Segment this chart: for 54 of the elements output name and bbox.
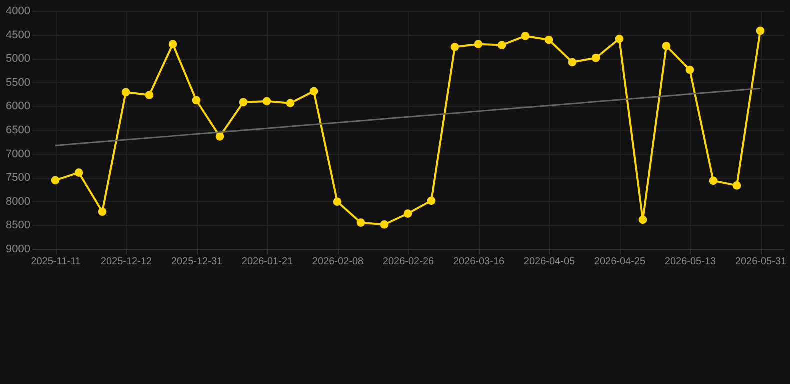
- x-tick-label: 2026-01-21: [242, 256, 294, 268]
- point: [450, 43, 460, 52]
- point: [192, 96, 201, 105]
- x-tick-label: 2026-05-13: [664, 256, 717, 268]
- point: [638, 216, 648, 224]
- point: [286, 99, 295, 108]
- point: [427, 196, 436, 206]
- point: [122, 88, 130, 97]
- y-tick-label: 6000: [6, 100, 30, 113]
- point: [380, 220, 389, 229]
- x-tick-label: 2026-04-25: [594, 256, 646, 268]
- y-tick-label: 6500: [6, 124, 30, 136]
- x-tick-label: 2026-04-05: [524, 256, 576, 268]
- x-tick-label: 2026-03-16: [453, 256, 506, 268]
- point: [51, 176, 60, 185]
- y-tick-label: 7500: [6, 172, 30, 184]
- y-tick-label: 9000: [6, 244, 30, 256]
- x-tick-label: 2026-02-08: [312, 256, 364, 268]
- point: [474, 40, 483, 48]
- point: [709, 176, 718, 186]
- point: [74, 168, 84, 178]
- x-tick-label: 2026-02-26: [382, 256, 435, 268]
- y-tick-label: 8500: [6, 220, 30, 232]
- y-tick-label: 5000: [6, 53, 30, 66]
- point: [239, 98, 248, 107]
- x-tick-label: 2025-11-11: [31, 256, 82, 268]
- y-tick-label: 8000: [6, 196, 30, 208]
- y-tick-label: 7000: [6, 148, 30, 160]
- x-tick-label: 2025-12-12: [100, 256, 153, 268]
- y-tick-label: 4000: [6, 6, 30, 18]
- y-tick-label: 5500: [6, 76, 30, 89]
- point: [98, 208, 107, 216]
- point: [356, 218, 366, 227]
- y-tick-label: 4500: [6, 29, 30, 42]
- point: [662, 42, 671, 50]
- x-tick-label: 2026-05-31: [735, 256, 788, 268]
- point: [310, 87, 318, 96]
- point: [592, 54, 600, 62]
- point: [333, 198, 342, 206]
- point: [262, 97, 272, 106]
- point: [686, 66, 694, 74]
- point: [732, 182, 742, 190]
- point: [568, 58, 577, 67]
- line-series: [54, 88, 762, 146]
- point: [756, 26, 765, 36]
- point: [216, 132, 224, 141]
- point: [404, 210, 412, 218]
- point: [521, 32, 530, 40]
- point: [498, 41, 506, 50]
- point: [615, 34, 624, 44]
- point: [145, 91, 154, 100]
- point: [168, 40, 178, 48]
- point: [544, 36, 554, 44]
- x-tick-label: 2025-12-31: [171, 256, 224, 268]
